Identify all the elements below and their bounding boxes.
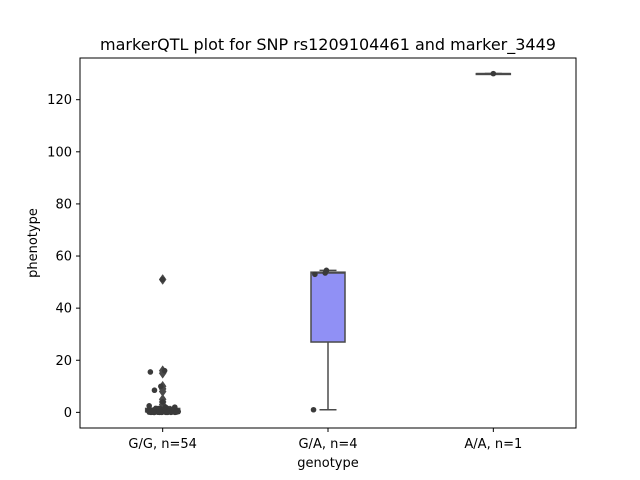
iqr-box (310, 271, 346, 343)
point-group (310, 267, 330, 413)
x-tick-label: A/A, n=1 (464, 437, 522, 452)
y-tick-label: 20 (55, 354, 72, 369)
y-tick-label: 0 (64, 406, 72, 421)
data-point (161, 367, 168, 374)
data-point (160, 399, 166, 405)
x-tick-label: G/G, n=54 (128, 437, 196, 452)
y-tick-label: 40 (55, 302, 72, 317)
data-point (164, 409, 171, 416)
data-point (147, 369, 154, 375)
data-point (156, 409, 163, 416)
axes: 0 20 40 60 80 100 120 G/G, n=54 G/A, n=4 A/A, n=1 (47, 93, 522, 452)
x-axis-label: genotype (297, 456, 358, 471)
y-tick-label: 120 (47, 93, 72, 108)
data-point (151, 409, 157, 416)
data-point (172, 409, 178, 416)
data-point (158, 383, 164, 390)
point-group (145, 276, 182, 416)
y-tick-label: 60 (55, 250, 72, 265)
data-point (146, 403, 152, 409)
data-point (490, 70, 497, 77)
box-group (144, 274, 181, 414)
data-point (151, 387, 158, 394)
point-group (490, 70, 497, 77)
y-tick-label: 100 (47, 145, 72, 160)
x-tick-label: G/A, n=4 (298, 437, 357, 452)
plot-area (144, 70, 512, 416)
chart-title: markerQTL plot for SNP rs1209104461 and … (100, 35, 556, 55)
data-point (322, 270, 328, 276)
y-axis-label: phenotype (26, 208, 41, 278)
box-group (310, 269, 346, 411)
data-point (310, 406, 317, 413)
data-point (159, 276, 166, 283)
data-point (312, 271, 318, 278)
y-tick-label: 80 (55, 197, 72, 212)
